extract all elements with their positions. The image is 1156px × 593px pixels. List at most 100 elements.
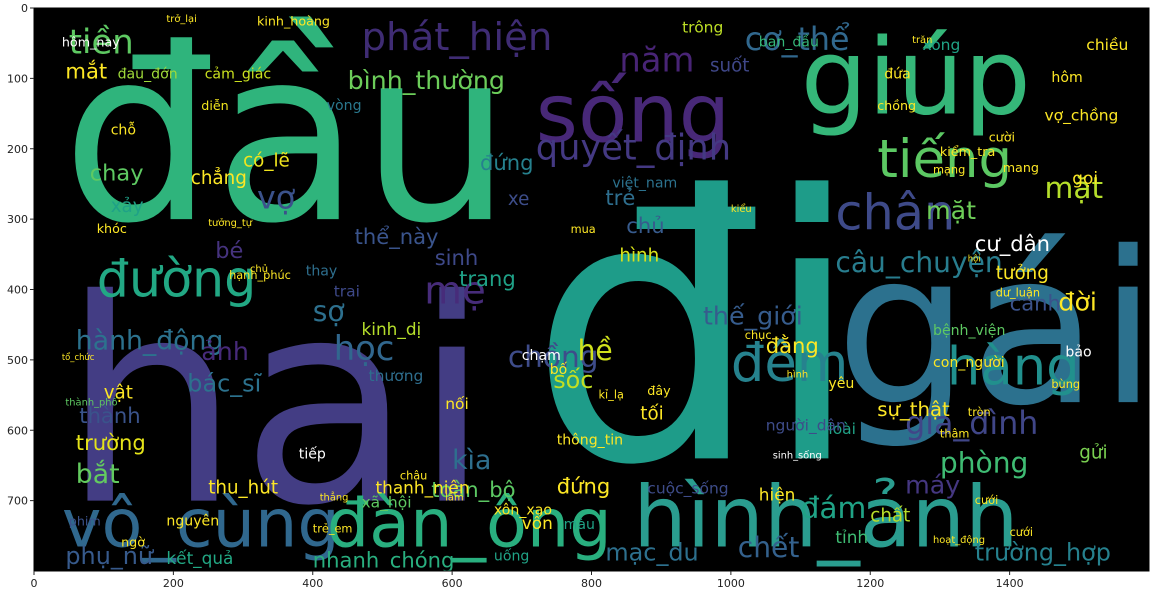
word-131: trăn bbox=[912, 35, 932, 46]
word-32: phụ_nữ bbox=[65, 542, 155, 570]
word-90: uống bbox=[494, 547, 529, 564]
word-2: đi bbox=[529, 119, 863, 545]
word-71: hôm_nay bbox=[62, 35, 120, 50]
word-1: hai bbox=[62, 241, 491, 568]
word-16: năm bbox=[619, 40, 694, 79]
word-19: bình_thường bbox=[348, 66, 505, 95]
word-73: chỗ bbox=[111, 122, 136, 139]
word-69: chiều bbox=[1086, 36, 1128, 54]
word-67: ban_đầu bbox=[759, 35, 819, 51]
word-87: kết_quả bbox=[166, 548, 233, 569]
word-53: trang bbox=[459, 266, 516, 291]
y-tick-label: 400 bbox=[7, 284, 28, 297]
word-14: đường bbox=[97, 250, 257, 309]
word-31: mạc_du bbox=[605, 538, 698, 566]
word-23: thế_giới bbox=[703, 302, 803, 331]
word-24: hành_động bbox=[76, 325, 224, 356]
word-47: toàn_bộ bbox=[431, 477, 515, 503]
word-36: hề bbox=[578, 334, 613, 367]
word-109: kiểm_tra bbox=[940, 144, 995, 159]
word-114: cuộc_sống bbox=[647, 480, 728, 499]
word-111: đứa bbox=[884, 66, 911, 82]
word-18: cơ_thể bbox=[745, 21, 850, 58]
y-tick-label: 0 bbox=[21, 2, 28, 15]
word-77: xe bbox=[508, 189, 530, 210]
word-51: mặt bbox=[926, 196, 976, 225]
word-34: kìa bbox=[452, 445, 491, 476]
word-81: vật bbox=[104, 383, 133, 404]
y-tick-label: 100 bbox=[7, 72, 28, 85]
word-117: thương bbox=[369, 367, 424, 385]
word-86: nguyên bbox=[166, 513, 219, 529]
y-axis: 0 100 200 300 400 500 600 700 bbox=[7, 2, 34, 508]
word-128: hạnh_phúc bbox=[229, 269, 291, 282]
word-98: bệnh_viện bbox=[933, 323, 1005, 339]
word-0: đầu bbox=[62, 0, 512, 276]
word-55: trẻ bbox=[605, 185, 635, 210]
word-59: đau_đớn bbox=[118, 66, 178, 82]
word-107: chồng bbox=[877, 98, 916, 113]
x-tick-label: 1200 bbox=[856, 577, 884, 590]
word-108: vợ_chồng bbox=[1045, 107, 1119, 126]
x-tick-label: 800 bbox=[581, 577, 602, 590]
word-105: yêu bbox=[828, 376, 854, 392]
word-119: xôn_xao bbox=[494, 503, 552, 519]
word-40: ảnh bbox=[201, 337, 249, 366]
x-axis: 0 200 400 600 800 1000 1200 1400 bbox=[31, 571, 1024, 590]
word-94: gọi bbox=[1072, 168, 1098, 188]
word-15: quyết_định bbox=[536, 127, 731, 168]
word-89: màu bbox=[564, 517, 595, 533]
word-134: bùng bbox=[1051, 378, 1080, 391]
word-143: kỉ_lạ bbox=[599, 389, 624, 402]
word-26: học bbox=[334, 329, 395, 368]
word-48: máy bbox=[905, 471, 960, 500]
word-120: người_dân bbox=[766, 416, 846, 435]
word-22: câu_chuyện bbox=[835, 246, 1002, 279]
word-88: vốn bbox=[522, 513, 553, 533]
word-113: thông_tin bbox=[557, 432, 623, 448]
word-106: cười bbox=[989, 130, 1015, 145]
word-129: mua bbox=[571, 223, 596, 236]
word-62: có_lẽ bbox=[243, 150, 290, 171]
word-61: chẳng bbox=[191, 168, 247, 189]
word-58: mắt bbox=[65, 58, 107, 83]
word-130: thâm bbox=[940, 427, 970, 440]
word-79: trai bbox=[334, 283, 360, 301]
word-118: nối bbox=[445, 395, 469, 413]
word-54: sinh bbox=[435, 245, 479, 270]
word-115: con_người bbox=[933, 355, 1005, 371]
word-72: vòng bbox=[327, 98, 362, 114]
word-99: bảo bbox=[1065, 344, 1091, 360]
word-112: việt_nam bbox=[612, 176, 677, 192]
word-132: trở_lại bbox=[166, 13, 196, 25]
x-tick-label: 1400 bbox=[996, 577, 1024, 590]
word-8: đàn_ông bbox=[327, 484, 612, 562]
word-95: đời bbox=[1058, 288, 1097, 317]
word-135: tròn bbox=[968, 406, 991, 419]
word-122: mang bbox=[1003, 160, 1039, 175]
word-150: hội bbox=[968, 253, 981, 263]
word-121: trẻ_em bbox=[313, 522, 353, 535]
x-tick-label: 200 bbox=[163, 577, 184, 590]
word-28: phòng bbox=[940, 447, 1028, 480]
word-100: sự_thật bbox=[877, 398, 950, 421]
word-82: thu_hút bbox=[208, 478, 278, 499]
word-12: hàng bbox=[947, 337, 1080, 398]
y-tick-label: 500 bbox=[7, 354, 28, 367]
word-70: suốt bbox=[710, 55, 749, 76]
word-141: thành_phố bbox=[65, 397, 117, 409]
word-85: xã_hội bbox=[362, 494, 412, 513]
word-29: đám bbox=[801, 491, 867, 525]
word-4: giúp bbox=[801, 16, 1031, 139]
word-21: chồng bbox=[508, 340, 599, 374]
word-91: ngờ bbox=[121, 534, 145, 549]
word-35: sốc bbox=[553, 366, 593, 394]
word-84: thanh_niên bbox=[376, 478, 470, 499]
word-80: thay bbox=[306, 263, 337, 279]
word-75: khóc bbox=[97, 221, 127, 236]
word-137: sinh_sống bbox=[773, 449, 822, 461]
word-133: tổ_chức bbox=[62, 352, 95, 362]
word-10: tiếng bbox=[877, 129, 1012, 190]
